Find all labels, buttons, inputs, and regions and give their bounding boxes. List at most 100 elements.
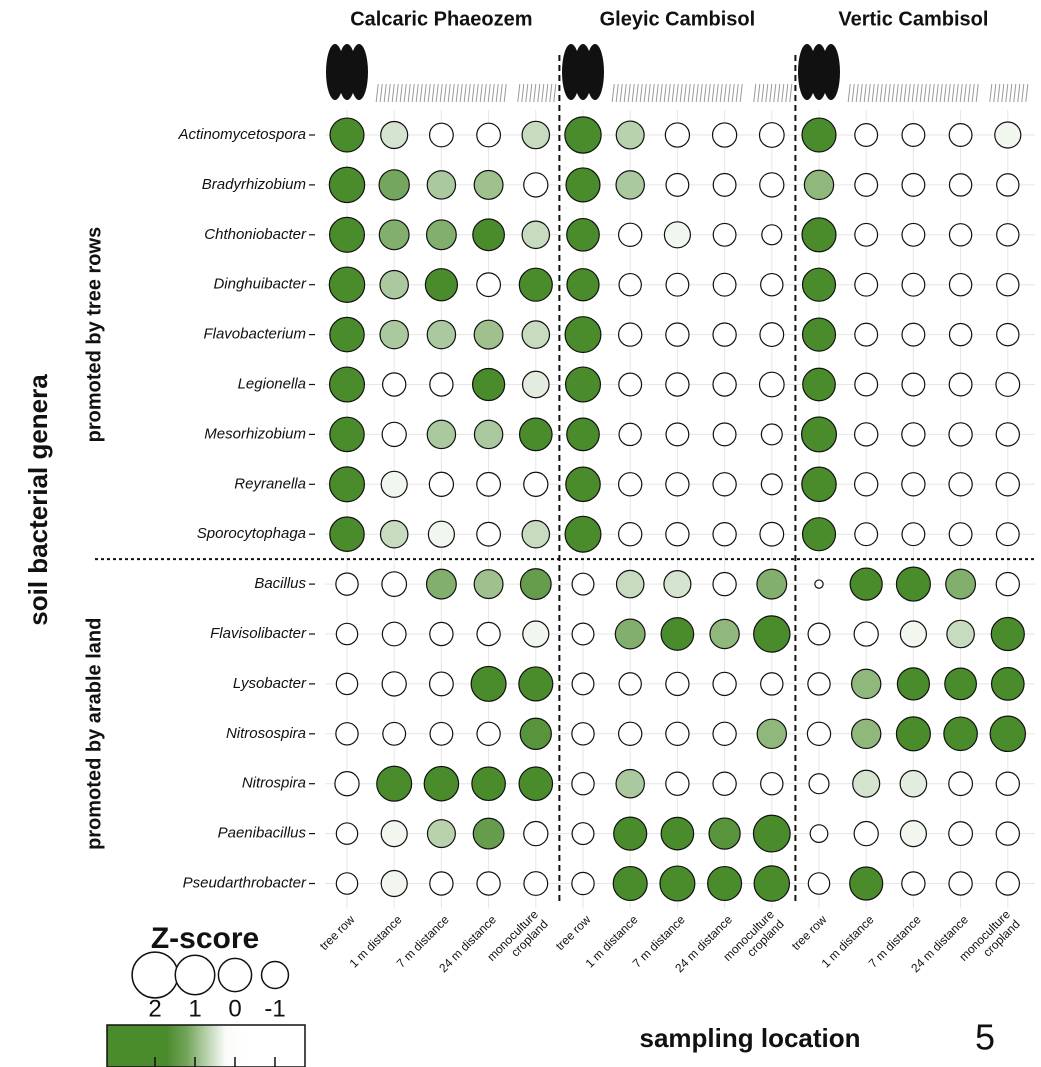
bubble	[665, 472, 690, 497]
bubble	[518, 417, 553, 452]
crop-icon	[623, 83, 627, 103]
bubble	[901, 222, 926, 247]
bubble	[518, 766, 554, 802]
crop-icon	[731, 83, 735, 103]
bubble	[328, 166, 366, 204]
bubble	[425, 568, 457, 600]
bubble	[476, 621, 501, 647]
bubble	[759, 521, 785, 547]
bubble	[425, 219, 457, 251]
crop-icon	[619, 83, 623, 103]
bubble	[429, 372, 454, 397]
bubble	[758, 371, 785, 398]
crop-icon	[427, 83, 431, 103]
legend-tick-label: 0	[228, 995, 241, 1022]
crop-icon	[1025, 83, 1029, 103]
crop-icon	[655, 83, 659, 103]
bubble	[471, 766, 506, 802]
crop-icon	[931, 83, 935, 103]
bubble	[899, 620, 927, 648]
bubble	[807, 622, 831, 646]
bubble	[709, 618, 740, 650]
row-group-label: promoted by tree rows	[83, 227, 105, 443]
bubble	[618, 422, 642, 447]
crop-icon	[975, 83, 979, 103]
bubble	[523, 820, 549, 847]
crop-icon	[521, 83, 525, 103]
bubble	[472, 218, 505, 252]
y-tick-label: Sporocytophaga	[197, 525, 306, 542]
bubble	[946, 619, 975, 649]
crop-icon	[399, 83, 403, 103]
bubble	[712, 721, 737, 747]
crop-icon	[447, 83, 451, 103]
crop-icon	[495, 83, 499, 103]
bubble	[476, 471, 502, 497]
bubble	[523, 471, 549, 497]
bubble	[895, 566, 931, 602]
crop-icon	[503, 83, 507, 103]
bubble	[803, 169, 835, 201]
bubble	[426, 170, 457, 200]
y-tick-label: Dinghuibacter	[213, 276, 307, 293]
crop-icon	[989, 83, 993, 103]
crop-icon	[395, 83, 399, 103]
crop-icon	[643, 83, 647, 103]
bubble	[571, 722, 595, 746]
crop-icon	[847, 83, 851, 103]
bubble	[708, 817, 741, 850]
bubble	[429, 621, 454, 647]
crop-icon	[541, 83, 545, 103]
bubble	[948, 173, 973, 197]
crop-icon	[899, 83, 903, 103]
bubble	[426, 819, 456, 849]
bubble	[760, 473, 783, 496]
bubble	[854, 272, 879, 297]
bubble	[712, 372, 737, 397]
bubble	[808, 773, 830, 795]
bubble	[329, 516, 365, 552]
crop-icon	[707, 83, 711, 103]
bubble	[571, 572, 595, 596]
bubble	[381, 372, 407, 397]
bubble	[426, 419, 457, 450]
bubble	[948, 771, 974, 797]
bubble	[801, 217, 837, 253]
bubble	[752, 814, 791, 853]
crop-icon	[459, 83, 463, 103]
crop-icon	[491, 83, 495, 103]
bubble	[521, 370, 550, 399]
bubble	[802, 367, 836, 402]
bubble	[756, 568, 788, 600]
crop-icon	[631, 83, 635, 103]
bubble	[615, 120, 645, 150]
bubble	[759, 172, 785, 198]
bubble	[476, 721, 501, 747]
y-tick-label: Reyranella	[234, 475, 306, 492]
bubble	[617, 472, 643, 497]
bubble	[571, 672, 595, 696]
bubble	[335, 572, 359, 596]
bubble	[995, 871, 1021, 896]
crop-icon	[659, 83, 663, 103]
crop-icon	[735, 83, 739, 103]
bubble	[801, 517, 837, 552]
crop-icon	[639, 83, 643, 103]
crop-icon	[1013, 83, 1017, 103]
bubble	[712, 322, 737, 347]
bubble	[895, 716, 931, 752]
bubble	[801, 317, 837, 352]
crop-icon	[781, 83, 785, 103]
bubble	[948, 322, 973, 347]
bubble	[665, 721, 690, 747]
bubble	[995, 372, 1021, 397]
bubble	[665, 172, 690, 197]
y-tick-label: Pseudarthrobacter	[183, 874, 307, 891]
bubble	[379, 269, 409, 300]
crop-icon	[383, 83, 387, 103]
bubble	[665, 521, 690, 547]
bubble	[948, 372, 973, 397]
crop-icon	[451, 83, 455, 103]
crop-icon	[1009, 83, 1013, 103]
bubble	[613, 816, 648, 851]
